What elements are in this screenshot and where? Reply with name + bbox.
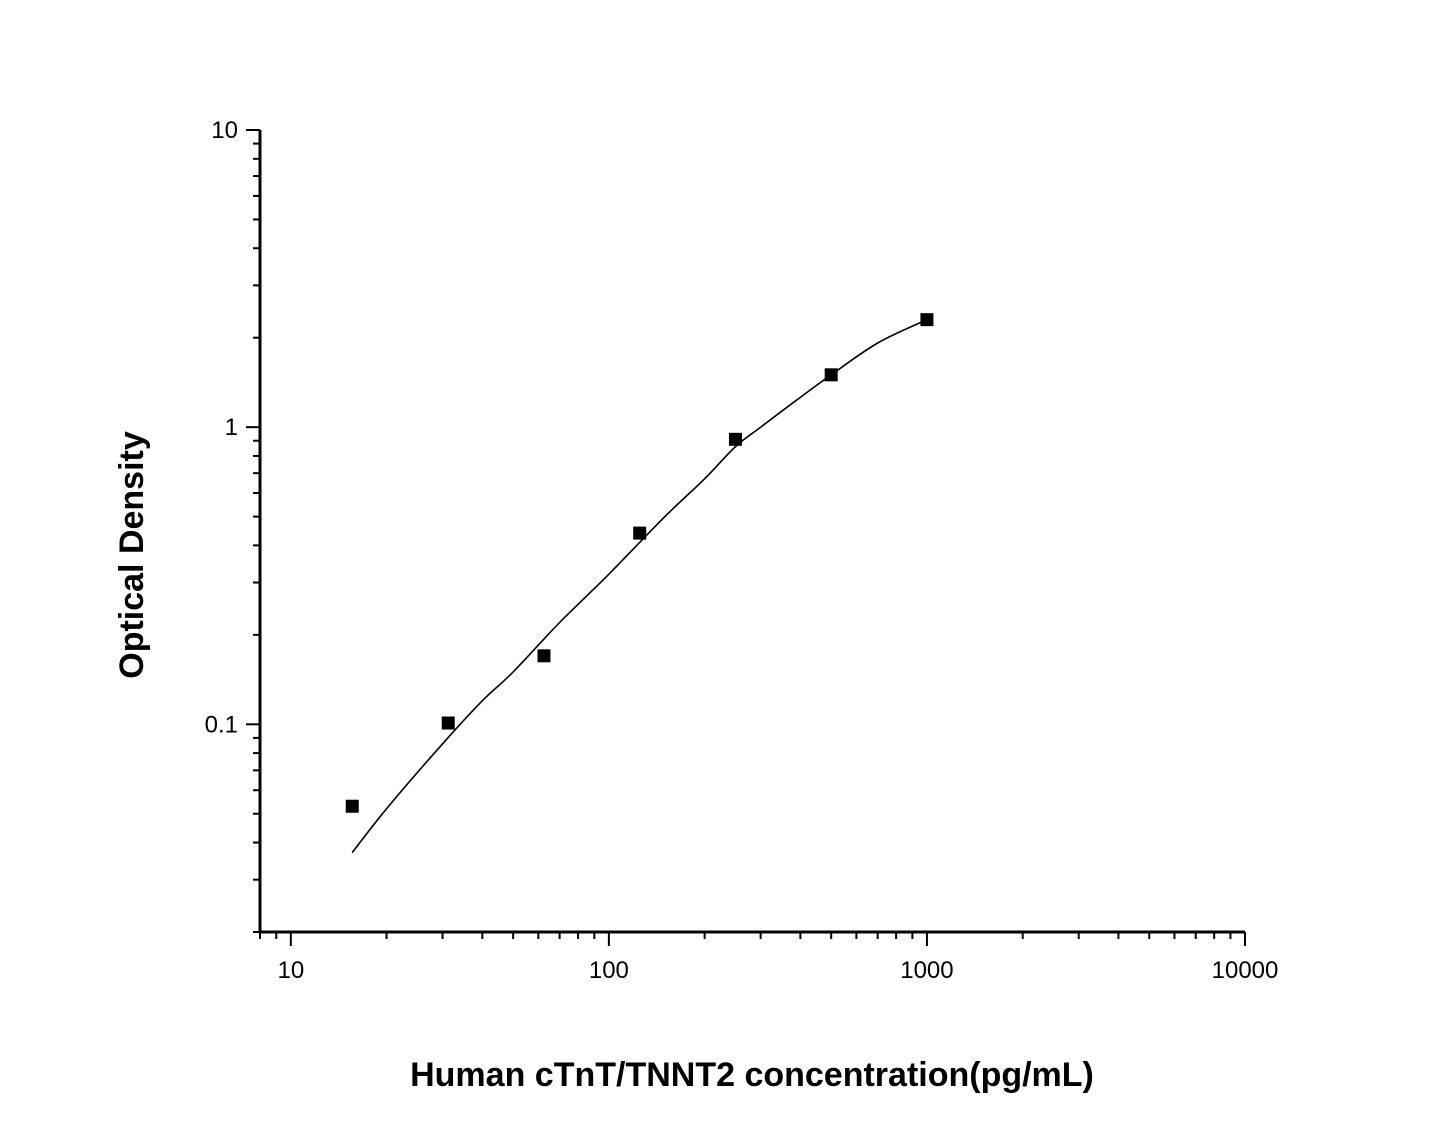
x-tick-label: 10 xyxy=(277,957,304,984)
y-tick-label: 0.1 xyxy=(205,711,238,738)
x-tick-label: 100 xyxy=(589,957,629,984)
data-point xyxy=(345,799,359,813)
x-axis-title: Human cTnT/TNNT2 concentration(pg/mL) xyxy=(410,1056,1094,1094)
axes xyxy=(246,129,1246,946)
fit-curve xyxy=(351,318,928,854)
fit-curve-layer xyxy=(351,318,928,854)
data-point xyxy=(537,649,551,663)
x-tick-label: 1000 xyxy=(900,957,953,984)
data-points xyxy=(345,313,934,813)
y-tick-label: 1 xyxy=(225,414,238,441)
data-point xyxy=(728,432,742,446)
x-tick-label: 10000 xyxy=(1212,957,1279,984)
data-point xyxy=(633,526,647,540)
tick-labels: 0.1 1 10 10 100 1000 10000 xyxy=(205,117,1279,984)
data-point xyxy=(824,368,838,382)
data-point xyxy=(920,313,934,327)
y-tick-label: 10 xyxy=(211,117,238,144)
y-axis-title: Optical Density xyxy=(113,431,151,679)
data-point xyxy=(441,716,455,730)
